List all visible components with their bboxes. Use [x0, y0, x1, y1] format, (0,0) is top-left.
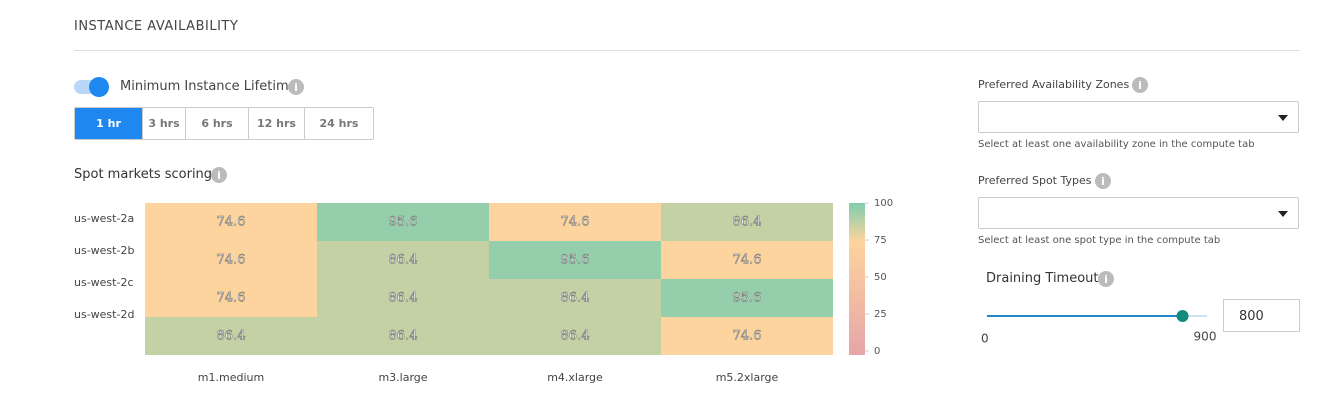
svg-text:i: i [1104, 273, 1108, 286]
slider-handle [1176, 310, 1189, 322]
svg-text:i: i [1138, 79, 1142, 92]
option-button[interactable]: 6 hrs [185, 108, 248, 139]
dropdown[interactable] [978, 101, 1299, 133]
info-icon[interactable]: i [1098, 271, 1114, 287]
number-input[interactable]: 800 [1223, 299, 1300, 332]
colorbar-tick-label: 75 [874, 235, 887, 246]
info-icon[interactable]: i [211, 167, 227, 183]
column-label: m5.2xlarge [716, 371, 779, 384]
info-icon[interactable]: i [1095, 173, 1111, 189]
option-button[interactable]: 3 hrs [142, 108, 185, 139]
cell-label: 74.6 [217, 215, 246, 230]
heat-cell [489, 203, 661, 241]
field-label: Draining Timeout [986, 271, 1099, 286]
cell-label: 95.6 [561, 253, 590, 268]
colorbar-tick-label: 50 [874, 272, 887, 283]
heat-cell [489, 279, 661, 317]
cell-label: 86.4 [389, 253, 418, 268]
field-label: Preferred Spot Types [978, 174, 1092, 187]
row-label: us-west-2d [74, 308, 134, 321]
heat-cell [145, 279, 317, 317]
slider-max: 900 [1194, 330, 1217, 344]
column-label: m4.xlarge [547, 371, 603, 384]
toggle-label: Minimum Instance Lifetime [120, 79, 297, 94]
heat-cell [661, 317, 833, 355]
option-button[interactable]: 12 hrs [248, 108, 304, 139]
heat-cell [489, 241, 661, 279]
cell-label: 74.6 [561, 215, 590, 230]
cell-label: 86.4 [561, 329, 590, 344]
toggle[interactable] [74, 77, 109, 97]
field-label: Preferred Availability Zones [978, 78, 1130, 91]
row-label: us-west-2b [74, 244, 134, 257]
heat-cell [489, 317, 661, 355]
heat-cell [661, 203, 833, 241]
heat-cell [145, 241, 317, 279]
colorbar-tick-label: 100 [874, 198, 893, 209]
column-label: m1.medium [198, 371, 264, 384]
cell-label: 74.6 [217, 253, 246, 268]
row-label: us-west-2c [74, 276, 134, 289]
row-label: us-west-2a [74, 212, 134, 225]
heat-cell [317, 317, 489, 355]
cell-label: 86.4 [733, 215, 762, 230]
cell-label: 95.6 [733, 291, 762, 306]
cell-label: 74.6 [733, 329, 762, 344]
cell-label: 95.6 [389, 215, 418, 230]
svg-text:i: i [294, 81, 298, 94]
info-icon[interactable]: i [1132, 77, 1148, 93]
cell-label: 74.6 [217, 291, 246, 306]
option-button[interactable]: 24 hrs [304, 108, 373, 139]
svg-text:i: i [217, 169, 221, 182]
cell-label: 86.4 [561, 291, 590, 306]
dropdown[interactable] [978, 197, 1299, 229]
cell-label: 86.4 [389, 329, 418, 344]
chart-title: Spot markets scoring [74, 167, 213, 182]
heat-cell [317, 279, 489, 317]
slider-min: 0 [981, 332, 989, 346]
heat-cell [145, 203, 317, 241]
button-group: 1 hr 3 hrs 6 hrs 12 hrs 24 hrs [74, 107, 374, 140]
cell-label: 74.6 [733, 253, 762, 268]
svg-text:i: i [1101, 175, 1105, 188]
slider[interactable]: 0 900 [970, 300, 1220, 350]
hint: Select at least one spot type in the com… [978, 235, 1221, 246]
cell-label: 86.4 [389, 291, 418, 306]
heat-cell [145, 317, 317, 355]
heat-cell [317, 241, 489, 279]
heatmap: 74.6 95.6 74.6 86.4 74.6 86.4 95.6 74.6 74.6 86.4… [74, 198, 893, 384]
colorbar-tick-label: 25 [874, 309, 887, 320]
heat-cell [317, 203, 489, 241]
colorbar-tick-label: 0 [874, 346, 880, 357]
section-title: INSTANCE AVAILABILITY [74, 19, 239, 34]
heat-cell [661, 279, 833, 317]
hint: Select at least one availability zone in… [978, 139, 1255, 150]
heat-cell [661, 241, 833, 279]
option-button[interactable]: 1 hr [75, 108, 142, 139]
cell-label: 86.4 [217, 329, 246, 344]
colorbar [849, 203, 865, 355]
divider [74, 50, 1300, 51]
column-label: m3.large [378, 371, 427, 384]
info-icon[interactable]: i [288, 79, 304, 95]
